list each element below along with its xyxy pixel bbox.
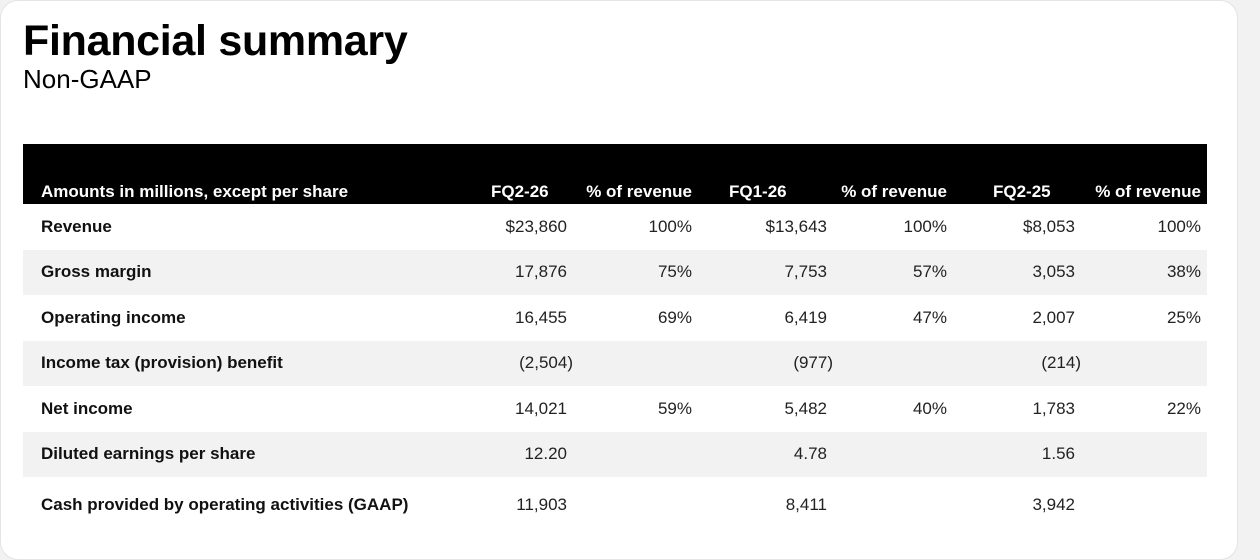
page-subtitle: Non-GAAP (23, 64, 152, 94)
table-cell: 17,876 (515, 262, 567, 282)
table-cell: 1.56 (1041, 444, 1075, 464)
table-cell: 8,411 (785, 494, 827, 514)
table-cell: $23,860 (505, 216, 567, 236)
table-cell: 16,455 (515, 307, 567, 327)
row-label: Cash provided by operating activities (G… (41, 495, 409, 514)
financial-table: Amounts in millions, except per share FQ… (23, 144, 1207, 532)
table-cell: 25% (1166, 307, 1201, 327)
table-cell: 22% (1166, 398, 1201, 418)
column-header: FQ2-26 (491, 182, 549, 201)
table-cell: 4.78 (793, 444, 827, 464)
table-row: Diluted earnings per share 12.20 4.78 1.… (23, 431, 1207, 478)
table-cell: 75% (657, 262, 692, 282)
table-cell-value: (2,504) (519, 353, 573, 373)
table-cell (1081, 477, 1207, 532)
table-cell: 1,783 (1032, 398, 1075, 418)
table-cell: 3,053 (1032, 262, 1075, 282)
table-cell (1081, 341, 1207, 387)
table-cell (833, 477, 953, 532)
table-cell (833, 341, 953, 387)
table-cell (573, 341, 698, 387)
table-cell: 38% (1166, 262, 1201, 282)
column-header: FQ2-25 (993, 182, 1051, 201)
row-label: Gross margin (41, 262, 152, 282)
table-row: Income tax (provision) benefit (2,504) (… (23, 340, 1207, 387)
table-cell: (977) (698, 341, 833, 387)
column-header: % of revenue (1095, 182, 1201, 201)
table-cell: $8,053 (1023, 216, 1075, 236)
row-label: Operating income (41, 307, 186, 327)
table-header-row: Amounts in millions, except per share FQ… (23, 144, 1207, 204)
row-label: Income tax (provision) benefit (41, 353, 283, 373)
table-cell: 14,021 (515, 398, 567, 418)
table-cell: 40% (912, 398, 947, 418)
row-label: Net income (41, 398, 133, 418)
table-cell: 100% (1157, 216, 1201, 236)
table-cell: 47% (912, 307, 947, 327)
table-cell: 6,419 (784, 307, 827, 327)
table-cell-value: (977) (793, 353, 833, 373)
table-cell: 100% (648, 216, 692, 236)
table-row: Gross margin 17,876 75% 7,753 57% 3,053 … (23, 249, 1207, 295)
table-cell: 57% (912, 262, 947, 282)
column-header: % of revenue (841, 182, 947, 201)
row-label: Diluted earnings per share (41, 444, 256, 464)
table-cell-value: (214) (1041, 353, 1081, 373)
table-cell: 3,942 (1032, 494, 1075, 514)
table-cell: 11,903 (516, 494, 567, 514)
row-label: Revenue (41, 216, 112, 236)
table-cell (573, 477, 698, 532)
table-row: Net income 14,021 59% 5,482 40% 1,783 22… (23, 386, 1207, 432)
table-cell: 100% (903, 216, 947, 236)
table-cell: 7,753 (784, 262, 827, 282)
table-row: Revenue $23,860 100% $13,643 100% $8,053… (23, 204, 1207, 250)
table-cell: 12.20 (524, 444, 567, 464)
column-header: % of revenue (586, 182, 692, 201)
table-cell: $13,643 (765, 216, 827, 236)
table-row: Cash provided by operating activities (G… (23, 477, 1207, 532)
column-header: Amounts in millions, except per share (41, 182, 349, 201)
table-cell: (2,504) (463, 341, 573, 387)
table-cell: 5,482 (784, 398, 827, 418)
financial-table-container: Amounts in millions, except per share FQ… (23, 144, 1207, 532)
table-cell: 59% (657, 398, 692, 418)
table-row: Operating income 16,455 69% 6,419 47% 2,… (23, 295, 1207, 341)
column-header: FQ1-26 (729, 182, 787, 201)
table-cell: 2,007 (1032, 307, 1075, 327)
table-cell (573, 432, 698, 478)
table-cell (833, 432, 953, 478)
page-title: Financial summary (23, 17, 408, 65)
table-cell: (214) (953, 341, 1081, 387)
table-cell: 69% (657, 307, 692, 327)
table-cell (1081, 432, 1207, 478)
